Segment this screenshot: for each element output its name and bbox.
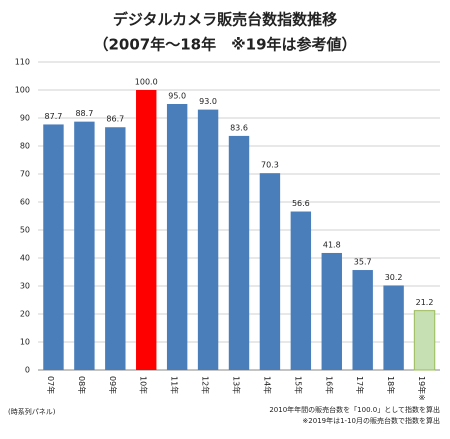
- y-tick-label: 50: [20, 226, 30, 235]
- bar: [136, 90, 157, 370]
- bar: [197, 109, 219, 370]
- value-label: 100.0: [135, 78, 158, 87]
- x-tick-label: 13年: [232, 376, 242, 394]
- bar: [290, 211, 312, 370]
- x-tick-label: 14年: [262, 376, 272, 394]
- y-tick-label: 70: [20, 170, 30, 179]
- value-label: 70.3: [261, 161, 279, 170]
- y-tick-label: 40: [20, 254, 30, 263]
- value-label: 30.2: [385, 273, 403, 282]
- value-label: 88.7: [75, 109, 93, 118]
- x-tick-label: 10年: [139, 376, 149, 394]
- value-label: 56.6: [292, 199, 310, 208]
- value-label: 21.2: [416, 298, 434, 307]
- x-tick-label: 09年: [108, 376, 118, 394]
- y-tick-label: 10: [20, 338, 30, 347]
- value-label: 87.7: [45, 112, 63, 121]
- value-label: 35.7: [354, 258, 372, 267]
- value-label: 95.0: [168, 92, 186, 101]
- bar: [383, 285, 404, 370]
- y-tick-label: 60: [20, 198, 30, 207]
- chart-subtitle: （2007年～18年 ※19年は参考値）: [93, 36, 356, 54]
- value-label: 83.6: [230, 123, 248, 132]
- bar: [228, 135, 250, 370]
- bar: [413, 310, 436, 371]
- note: 2010年年間の販売台数を「100.0」として指数を算出: [269, 405, 440, 414]
- x-tick-label: 08年: [77, 376, 87, 394]
- bar: [166, 104, 188, 370]
- y-tick-label: 20: [20, 310, 30, 319]
- value-label: 41.8: [323, 240, 341, 249]
- note: ※2019年は1-10月の販売台数で指数を算出: [302, 416, 440, 425]
- bar: [74, 121, 95, 370]
- bar: [105, 127, 126, 371]
- value-label: 86.7: [106, 115, 124, 124]
- x-tick-label: 07年: [46, 376, 56, 394]
- x-tick-label: 16年: [324, 376, 334, 394]
- bar: [259, 173, 281, 370]
- source: (時系列パネル): [8, 407, 56, 416]
- x-tick-label: 11年: [170, 376, 180, 394]
- bar: [43, 124, 64, 370]
- y-tick-label: 100: [15, 86, 30, 95]
- x-tick-label: 12年: [201, 376, 211, 394]
- value-label: 93.0: [199, 97, 217, 106]
- y-tick-label: 30: [20, 282, 30, 291]
- y-tick-label: 0: [25, 366, 30, 375]
- y-tick-label: 110: [15, 58, 30, 67]
- chart-title: デジタルカメラ販売台数指数推移: [113, 11, 337, 29]
- x-tick-label: 17年: [355, 376, 365, 394]
- bar: [352, 270, 373, 370]
- y-tick-label: 90: [20, 114, 30, 123]
- y-tick-label: 80: [20, 142, 30, 151]
- x-tick-label: 18年: [386, 376, 396, 394]
- bar: [321, 252, 342, 370]
- x-tick-label: 15年: [293, 376, 303, 394]
- x-tick-label: 19年※: [417, 376, 427, 401]
